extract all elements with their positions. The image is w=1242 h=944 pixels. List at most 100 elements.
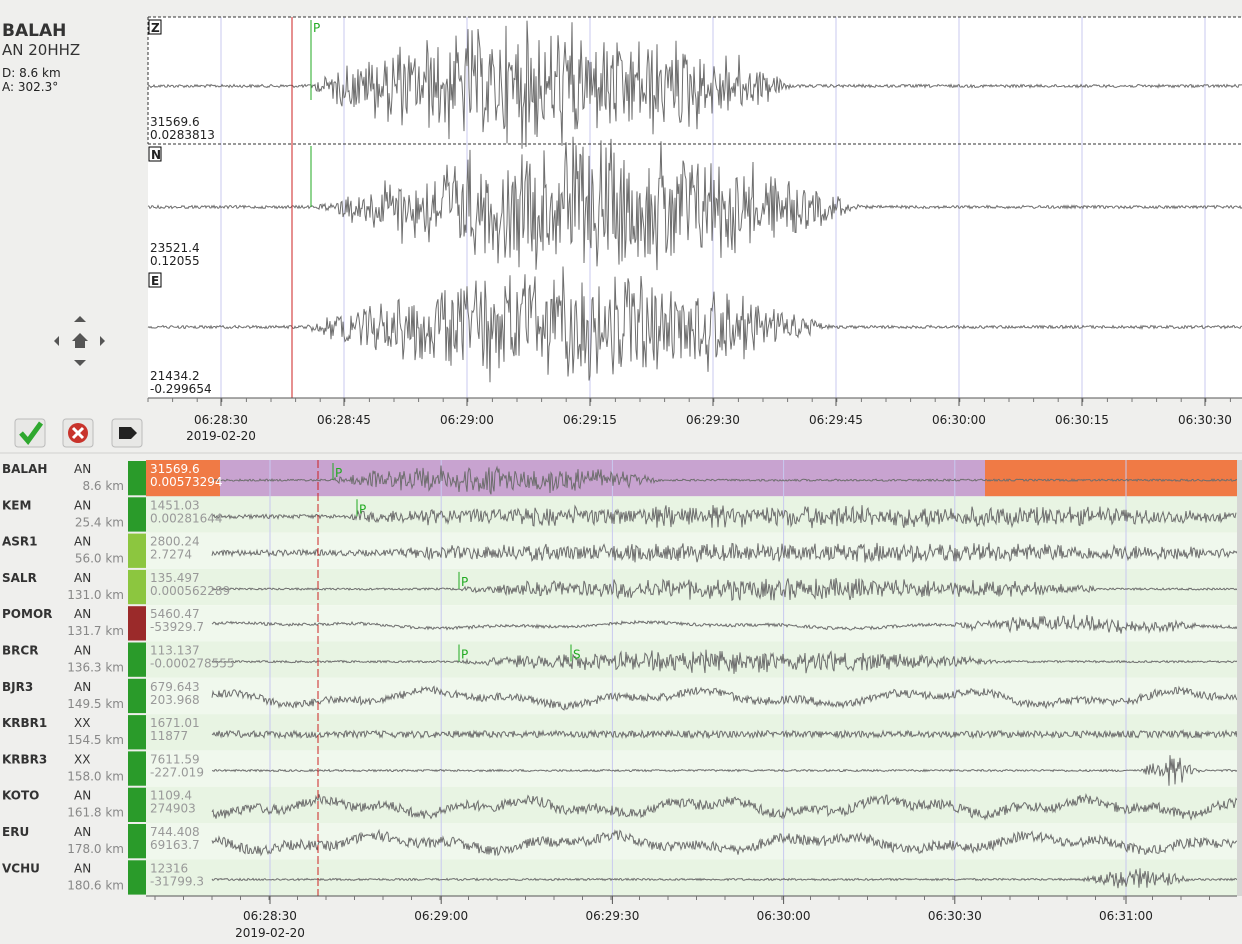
station-row-name: SALR: [2, 571, 37, 585]
station-row-distance: 158.0 km: [67, 769, 124, 783]
row-max: 5460.47: [150, 607, 200, 621]
station-row-network: AN: [74, 789, 91, 803]
quality-bar: [128, 678, 146, 714]
station-row-distance: 25.4 km: [75, 515, 124, 529]
quality-bar: [128, 461, 146, 496]
selection-span: [146, 460, 220, 497]
row-max: 1451.03: [150, 498, 200, 512]
station-row-name: BRCR: [2, 644, 38, 658]
quality-bar: [128, 824, 146, 859]
station-row-name: KRBR3: [2, 752, 47, 766]
waveform: [147, 20, 1242, 149]
quality-bar: [128, 569, 146, 605]
station-row-network: XX: [74, 716, 90, 730]
row-waveform: [211, 755, 1238, 786]
station-row-network: AN: [74, 535, 91, 549]
station-row-network: AN: [74, 498, 91, 512]
row-offset: -227.019: [150, 765, 204, 779]
row-max: 2800.24: [150, 535, 200, 549]
nav-right[interactable]: [100, 336, 105, 346]
row-max: 135.497: [150, 571, 200, 585]
axis-date: 2019-02-20: [235, 926, 305, 940]
station-row-name: KEM: [2, 498, 31, 512]
row-max: 679.643: [150, 680, 200, 694]
trace-offset: -0.299654: [150, 382, 212, 396]
pick-label: S: [573, 648, 581, 662]
component-label: E: [151, 274, 159, 288]
nav-up[interactable]: [74, 316, 86, 322]
scrollbar: [1237, 460, 1242, 896]
station-row-name: POMOR: [2, 607, 52, 621]
row-waveform: [211, 577, 1238, 602]
station-row-name: ASR1: [2, 535, 38, 549]
quality-bar: [128, 715, 146, 750]
row-max: 31569.6: [150, 462, 200, 476]
x-tick-label: 06:31:00: [1099, 909, 1153, 923]
pick-label: P: [461, 648, 468, 662]
station-row-network: AN: [74, 825, 91, 839]
pick-label: P: [313, 21, 320, 35]
row-waveform: [211, 828, 1238, 857]
row-background: [146, 859, 1237, 896]
row-waveform: [211, 542, 1238, 563]
row-offset: -0.000278555: [150, 657, 235, 671]
x-tick-label: 06:30:00: [757, 909, 811, 923]
row-max: 1671.01: [150, 716, 200, 730]
station-row-network: AN: [74, 462, 91, 476]
component-label: N: [151, 148, 161, 162]
row-offset: 0.00281644: [150, 511, 223, 525]
waveform: [147, 266, 1242, 383]
trace-max: 31569.6: [150, 115, 200, 129]
station-row-distance: 131.7 km: [67, 624, 124, 638]
station-row-network: AN: [74, 607, 91, 621]
nav-down[interactable]: [74, 360, 86, 366]
x-tick-label: 06:30:00: [932, 413, 986, 427]
station-row-name: ERU: [2, 825, 29, 839]
station-row-distance: 149.5 km: [67, 697, 124, 711]
x-tick-label: 06:29:45: [809, 413, 863, 427]
station-row-network: AN: [74, 571, 91, 585]
buttons[interactable]: [14, 418, 143, 448]
station-row-distance: 180.6 km: [67, 878, 124, 892]
station-row-name: KOTO: [2, 789, 39, 803]
x-tick-label: 06:28:30: [243, 909, 297, 923]
row-offset: 2.7274: [150, 548, 192, 562]
component-box: [148, 272, 162, 288]
x-tick-label: 06:29:00: [414, 909, 468, 923]
nav-arrows[interactable]: [54, 316, 105, 366]
trace-offset: 0.12055: [150, 254, 200, 268]
x-tick-label: 06:30:30: [928, 909, 982, 923]
station-row-network: AN: [74, 680, 91, 694]
station-row-name: BJR3: [2, 680, 33, 694]
row-max: 1109.4: [150, 789, 192, 803]
x-tick-label: 06:29:30: [686, 413, 740, 427]
row-waveform: [211, 868, 1238, 889]
row-background: [146, 750, 1237, 787]
x-tick-label: 06:28:30: [194, 413, 248, 427]
nav-left[interactable]: [54, 336, 59, 346]
row-offset: 274903: [150, 802, 196, 816]
row-background: [146, 677, 1237, 715]
quality-bar: [128, 533, 146, 568]
quality-bar: [128, 642, 146, 677]
pick-label: P: [335, 466, 342, 480]
station-name: BALAH: [2, 21, 66, 41]
row-background: [146, 823, 1237, 860]
x-tick-label: 06:29:30: [585, 909, 639, 923]
x-tick-label: 06:30:15: [1055, 413, 1109, 427]
row-max: 7611.59: [150, 752, 200, 766]
x-tick-label: 06:29:00: [440, 413, 494, 427]
station-row-distance: 161.8 km: [67, 806, 124, 820]
trace-max: 23521.4: [150, 241, 200, 255]
row-background: [146, 714, 1237, 751]
station-row-distance: 131.0 km: [67, 588, 124, 602]
export-icon: [119, 427, 137, 439]
row-waveform: [211, 614, 1238, 634]
station-row-name: BALAH: [2, 462, 47, 476]
station-row-distance: 56.0 km: [75, 552, 124, 566]
station-row-network: AN: [74, 861, 91, 875]
row-waveform: [211, 729, 1238, 740]
reject-cross: [71, 426, 85, 440]
nav-home[interactable]: [72, 333, 88, 348]
row-waveform: [211, 792, 1238, 821]
